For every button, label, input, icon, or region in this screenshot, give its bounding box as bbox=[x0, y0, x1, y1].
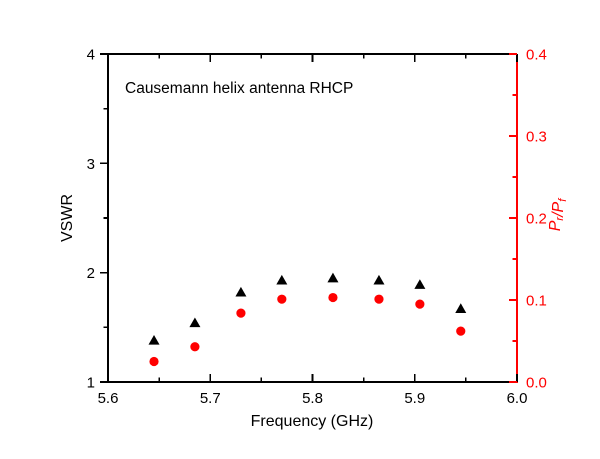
y-right-title-char: / bbox=[550, 211, 567, 218]
x-tick-label: 5.6 bbox=[98, 390, 119, 407]
y-axis-title-right: Pr/Pf bbox=[547, 198, 569, 231]
vswr-data-point bbox=[327, 272, 339, 283]
prpf-data-point bbox=[190, 342, 200, 352]
vswr-data-point bbox=[373, 274, 385, 285]
vswr-data-point bbox=[276, 274, 288, 285]
axis-frame bbox=[107, 53, 518, 383]
y-axis-title-left: VSWR bbox=[59, 194, 76, 242]
vswr-data-point bbox=[148, 334, 160, 345]
y-left-tick-label: 1 bbox=[87, 375, 95, 392]
vswr-data-point bbox=[455, 303, 467, 313]
vswr-data-point bbox=[189, 317, 201, 328]
data-markers bbox=[148, 272, 467, 367]
axis-tick-labels: 5.6 5.7 5.8 5.9 6.0 1 2 3 4 0.0 0.1 0.2 0.3 0.4 bbox=[87, 47, 547, 408]
prpf-data-point bbox=[149, 356, 159, 367]
x-tick-label: 5.9 bbox=[404, 390, 425, 407]
axis-ticks bbox=[100, 53, 518, 383]
y-left-tick-label: 2 bbox=[87, 265, 95, 282]
y-right-tick-label: 0.2 bbox=[526, 211, 547, 228]
x-tick-label: 5.8 bbox=[302, 390, 323, 407]
vswr-data-point bbox=[235, 286, 247, 297]
prpf-data-point bbox=[456, 326, 466, 336]
prpf-data-point bbox=[236, 308, 246, 318]
y-left-tick-label: 3 bbox=[87, 156, 95, 173]
y-right-title-char: P bbox=[547, 220, 564, 231]
x-tick-label: 6.0 bbox=[507, 390, 528, 407]
prpf-data-point bbox=[277, 294, 287, 304]
y-right-tick-label: 0.4 bbox=[526, 47, 547, 64]
chart-annotation: Causemann helix antenna RHCP bbox=[125, 80, 353, 97]
y-left-tick-label: 4 bbox=[87, 47, 95, 64]
y-right-tick-label: 0.0 bbox=[526, 375, 547, 392]
prpf-data-point bbox=[328, 292, 338, 303]
y-right-title-subscript: f bbox=[557, 198, 569, 202]
prpf-data-point bbox=[374, 294, 384, 304]
vswr-data-point bbox=[414, 279, 426, 289]
y-right-tick-label: 0.1 bbox=[526, 293, 547, 310]
y-right-title-char: P bbox=[550, 201, 567, 212]
y-right-tick-label: 0.3 bbox=[526, 129, 547, 146]
y-right-title-subscript: r bbox=[554, 216, 566, 221]
x-axis-title: Frequency (GHz) bbox=[251, 413, 374, 430]
x-tick-label: 5.7 bbox=[200, 390, 221, 407]
prpf-data-point bbox=[415, 299, 425, 309]
